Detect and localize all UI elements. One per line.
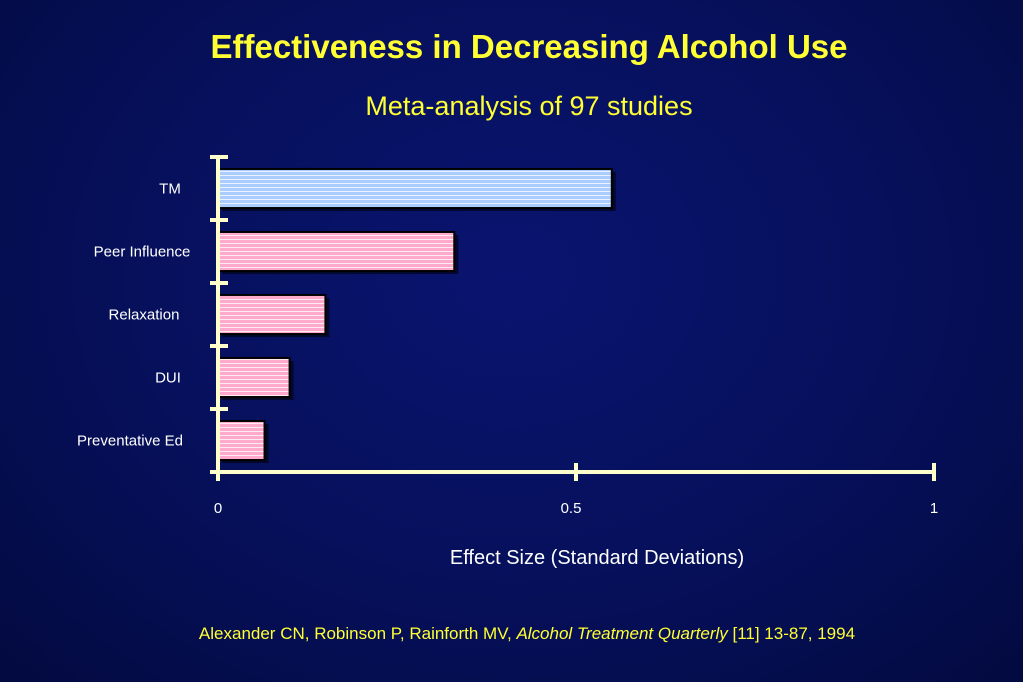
bar-tm bbox=[217, 167, 613, 210]
citation-details: [11] 13-87, 1994 bbox=[727, 624, 856, 643]
x-tick-label: 0 bbox=[214, 500, 222, 517]
bar-peer-influence bbox=[217, 230, 456, 273]
citation: Alexander CN, Robinson P, Rainforth MV, … bbox=[0, 624, 1023, 644]
category-label-tm: TM bbox=[159, 181, 181, 198]
chart-subtitle: Meta-analysis of 97 studies bbox=[365, 91, 693, 121]
category-label-preventative-ed: Preventative Ed bbox=[77, 433, 183, 450]
x-tick-label: 1 bbox=[930, 500, 938, 517]
category-label-dui: DUI bbox=[155, 370, 181, 387]
chart-title: Effectiveness in Decreasing Alcohol Use bbox=[210, 28, 848, 65]
bar-relaxation bbox=[217, 293, 327, 336]
category-label-peer-influence: Peer Influence bbox=[94, 244, 191, 261]
citation-authors: Alexander CN, Robinson P, Rainforth MV, bbox=[198, 624, 517, 643]
x-axis-title: Effect Size (Standard Deviations) bbox=[450, 547, 744, 569]
category-label-relaxation: Relaxation bbox=[109, 307, 180, 324]
x-tick-label: 0.5 bbox=[561, 500, 582, 517]
bar-preventative-ed bbox=[217, 419, 266, 462]
citation-journal: Alcohol Treatment Quarterly bbox=[516, 624, 728, 643]
bar-dui bbox=[217, 356, 291, 399]
